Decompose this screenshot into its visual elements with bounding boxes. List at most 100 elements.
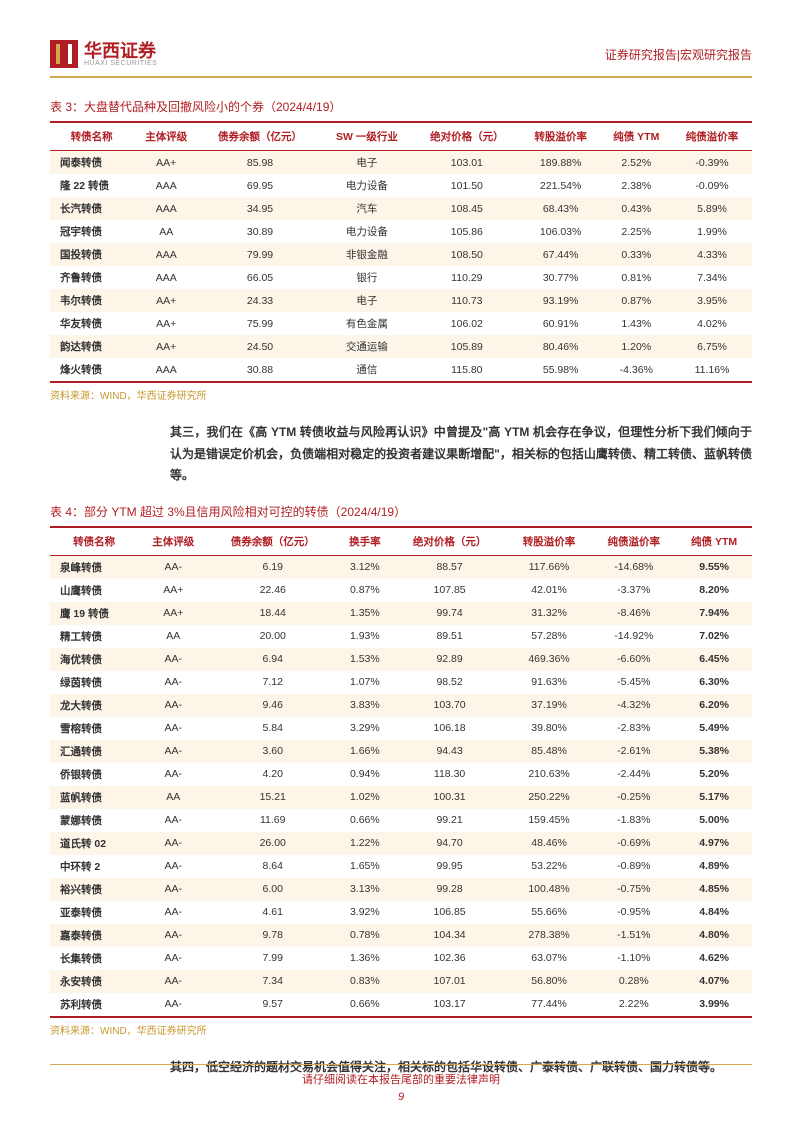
table-cell: 7.12 [208,671,337,694]
table-cell: AA- [138,648,208,671]
table-cell: 103.17 [393,993,507,1017]
table-cell: 4.84% [676,901,752,924]
table-cell: 闻泰转债 [50,151,133,175]
table-cell: 9.46 [208,694,337,717]
table-row: 亚泰转债AA-4.613.92%106.8555.66%-0.95%4.84% [50,901,752,924]
table-cell: AA- [138,694,208,717]
table-row: 汇通转债AA-3.601.66%94.4385.48%-2.61%5.38% [50,740,752,763]
table-cell: 6.94 [208,648,337,671]
table-cell: 海优转债 [50,648,138,671]
table-cell: AA [133,220,199,243]
page-footer: 请仔细阅读在本报告尾部的重要法律声明 9 [50,1064,752,1103]
table-cell: 31.32% [507,602,592,625]
table-cell: 1.53% [337,648,392,671]
table-cell: 0.87% [601,289,672,312]
table-row: 华友转债AA+75.99有色金属106.0260.91%1.43%4.02% [50,312,752,335]
column-header: 转债名称 [50,122,133,151]
logo: 华西证券 HUAXI SECURITIES [50,40,157,68]
column-header: 纯债 YTM [676,527,752,556]
table-cell: 159.45% [507,809,592,832]
table-cell: -0.75% [591,878,676,901]
table-cell: 106.85 [393,901,507,924]
table-cell: 108.50 [413,243,521,266]
table-cell: 11.69 [208,809,337,832]
table-cell: 55.66% [507,901,592,924]
table-cell: 5.17% [676,786,752,809]
table-row: 侨银转债AA-4.200.94%118.30210.63%-2.44%5.20% [50,763,752,786]
table-cell: 4.97% [676,832,752,855]
table-cell: 103.70 [393,694,507,717]
table-row: 山鹰转债AA+22.460.87%107.8542.01%-3.37%8.20% [50,579,752,602]
table-cell: 3.13% [337,878,392,901]
table-cell: AA- [138,901,208,924]
column-header: 绝对价格（元） [413,122,521,151]
column-header: SW 一级行业 [321,122,413,151]
table-cell: 1.02% [337,786,392,809]
header-right: 证券研究报告|宏观研究报告 [605,46,752,63]
table-cell: 6.45% [676,648,752,671]
table-cell: 93.19% [521,289,601,312]
column-header: 债券余额（亿元） [199,122,321,151]
table-cell: -0.89% [591,855,676,878]
table-cell: 9.78 [208,924,337,947]
table-cell: 冠宇转债 [50,220,133,243]
table-cell: AA- [138,832,208,855]
table-cell: 210.63% [507,763,592,786]
table-cell: 103.01 [413,151,521,175]
table-cell: AA [138,786,208,809]
table-cell: 裕兴转债 [50,878,138,901]
table-row: 隆 22 转债AAA69.95电力设备101.50221.54%2.38%-0.… [50,174,752,197]
table-cell: 中环转 2 [50,855,138,878]
table-row: 闻泰转债AA+85.98电子103.01189.88%2.52%-0.39% [50,151,752,175]
table-cell: 4.85% [676,878,752,901]
table-cell: -4.32% [591,694,676,717]
table-cell: 华友转债 [50,312,133,335]
table-cell: 3.99% [676,993,752,1017]
table-cell: 2.38% [601,174,672,197]
table-cell: 24.33 [199,289,321,312]
table-cell: 1.43% [601,312,672,335]
table-cell: 53.22% [507,855,592,878]
table-cell: AA- [138,809,208,832]
table-cell: 2.25% [601,220,672,243]
table-cell: AA- [138,924,208,947]
table-cell: 15.21 [208,786,337,809]
table-row: 长集转债AA-7.991.36%102.3663.07%-1.10%4.62% [50,947,752,970]
table-row: 道氏转 02AA-26.001.22%94.7048.46%-0.69%4.97… [50,832,752,855]
footer-text: 请仔细阅读在本报告尾部的重要法律声明 [50,1071,752,1087]
table-cell: 79.99 [199,243,321,266]
table-cell: -0.09% [672,174,752,197]
table-cell: 66.05 [199,266,321,289]
table-cell: 3.29% [337,717,392,740]
table-cell: 99.74 [393,602,507,625]
table-cell: 105.89 [413,335,521,358]
table-cell: 4.61 [208,901,337,924]
table-cell: -2.83% [591,717,676,740]
table-row: 韦尔转债AA+24.33电子110.7393.19%0.87%3.95% [50,289,752,312]
table-cell: 3.12% [337,555,392,579]
table-cell: -0.95% [591,901,676,924]
table-cell: 长汽转债 [50,197,133,220]
table-cell: 韦尔转债 [50,289,133,312]
table-cell: 34.95 [199,197,321,220]
table-cell: 侨银转债 [50,763,138,786]
column-header: 换手率 [337,527,392,556]
table-cell: 1.93% [337,625,392,648]
column-header: 主体评级 [133,122,199,151]
table-cell: AA+ [138,602,208,625]
table-cell: 5.89% [672,197,752,220]
table-cell: 106.18 [393,717,507,740]
table-row: 蓝帆转债AA15.211.02%100.31250.22%-0.25%5.17% [50,786,752,809]
table-cell: 80.46% [521,335,601,358]
table-cell: 隆 22 转债 [50,174,133,197]
column-header: 绝对价格（元） [393,527,507,556]
table4: 转债名称主体评级债券余额（亿元）换手率绝对价格（元）转股溢价率纯债溢价率纯债 Y… [50,526,752,1018]
table-row: 绿茵转债AA-7.121.07%98.5291.63%-5.45%6.30% [50,671,752,694]
table-cell: 56.80% [507,970,592,993]
table-cell: -3.37% [591,579,676,602]
table-cell: 110.29 [413,266,521,289]
table-cell: AA- [138,947,208,970]
table-cell: 55.98% [521,358,601,382]
table-cell: 0.87% [337,579,392,602]
table-cell: AA- [138,993,208,1017]
